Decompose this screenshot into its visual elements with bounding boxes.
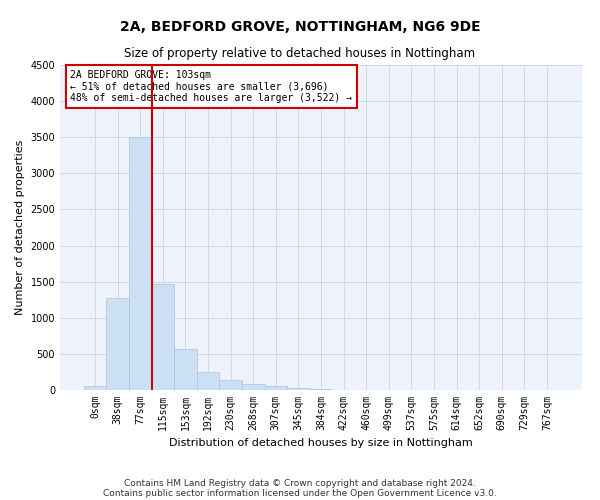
Text: 2A BEDFORD GROVE: 103sqm
← 51% of detached houses are smaller (3,696)
48% of sem: 2A BEDFORD GROVE: 103sqm ← 51% of detach… [70, 70, 352, 103]
Y-axis label: Number of detached properties: Number of detached properties [15, 140, 25, 315]
Bar [197, 372, 220, 390]
Bar [220, 380, 242, 390]
Bar [265, 386, 287, 390]
Text: Size of property relative to detached houses in Nottingham: Size of property relative to detached ho… [124, 48, 476, 60]
Bar [152, 284, 174, 390]
Bar [129, 137, 152, 390]
X-axis label: Distribution of detached houses by size in Nottingham: Distribution of detached houses by size … [169, 438, 473, 448]
Text: Contains public sector information licensed under the Open Government Licence v3: Contains public sector information licen… [103, 488, 497, 498]
Bar [84, 386, 106, 390]
Bar [242, 384, 265, 390]
Text: 2A, BEDFORD GROVE, NOTTINGHAM, NG6 9DE: 2A, BEDFORD GROVE, NOTTINGHAM, NG6 9DE [119, 20, 481, 34]
Text: Contains HM Land Registry data © Crown copyright and database right 2024.: Contains HM Land Registry data © Crown c… [124, 478, 476, 488]
Bar [287, 388, 310, 390]
Bar [174, 349, 197, 390]
Bar [106, 298, 129, 390]
